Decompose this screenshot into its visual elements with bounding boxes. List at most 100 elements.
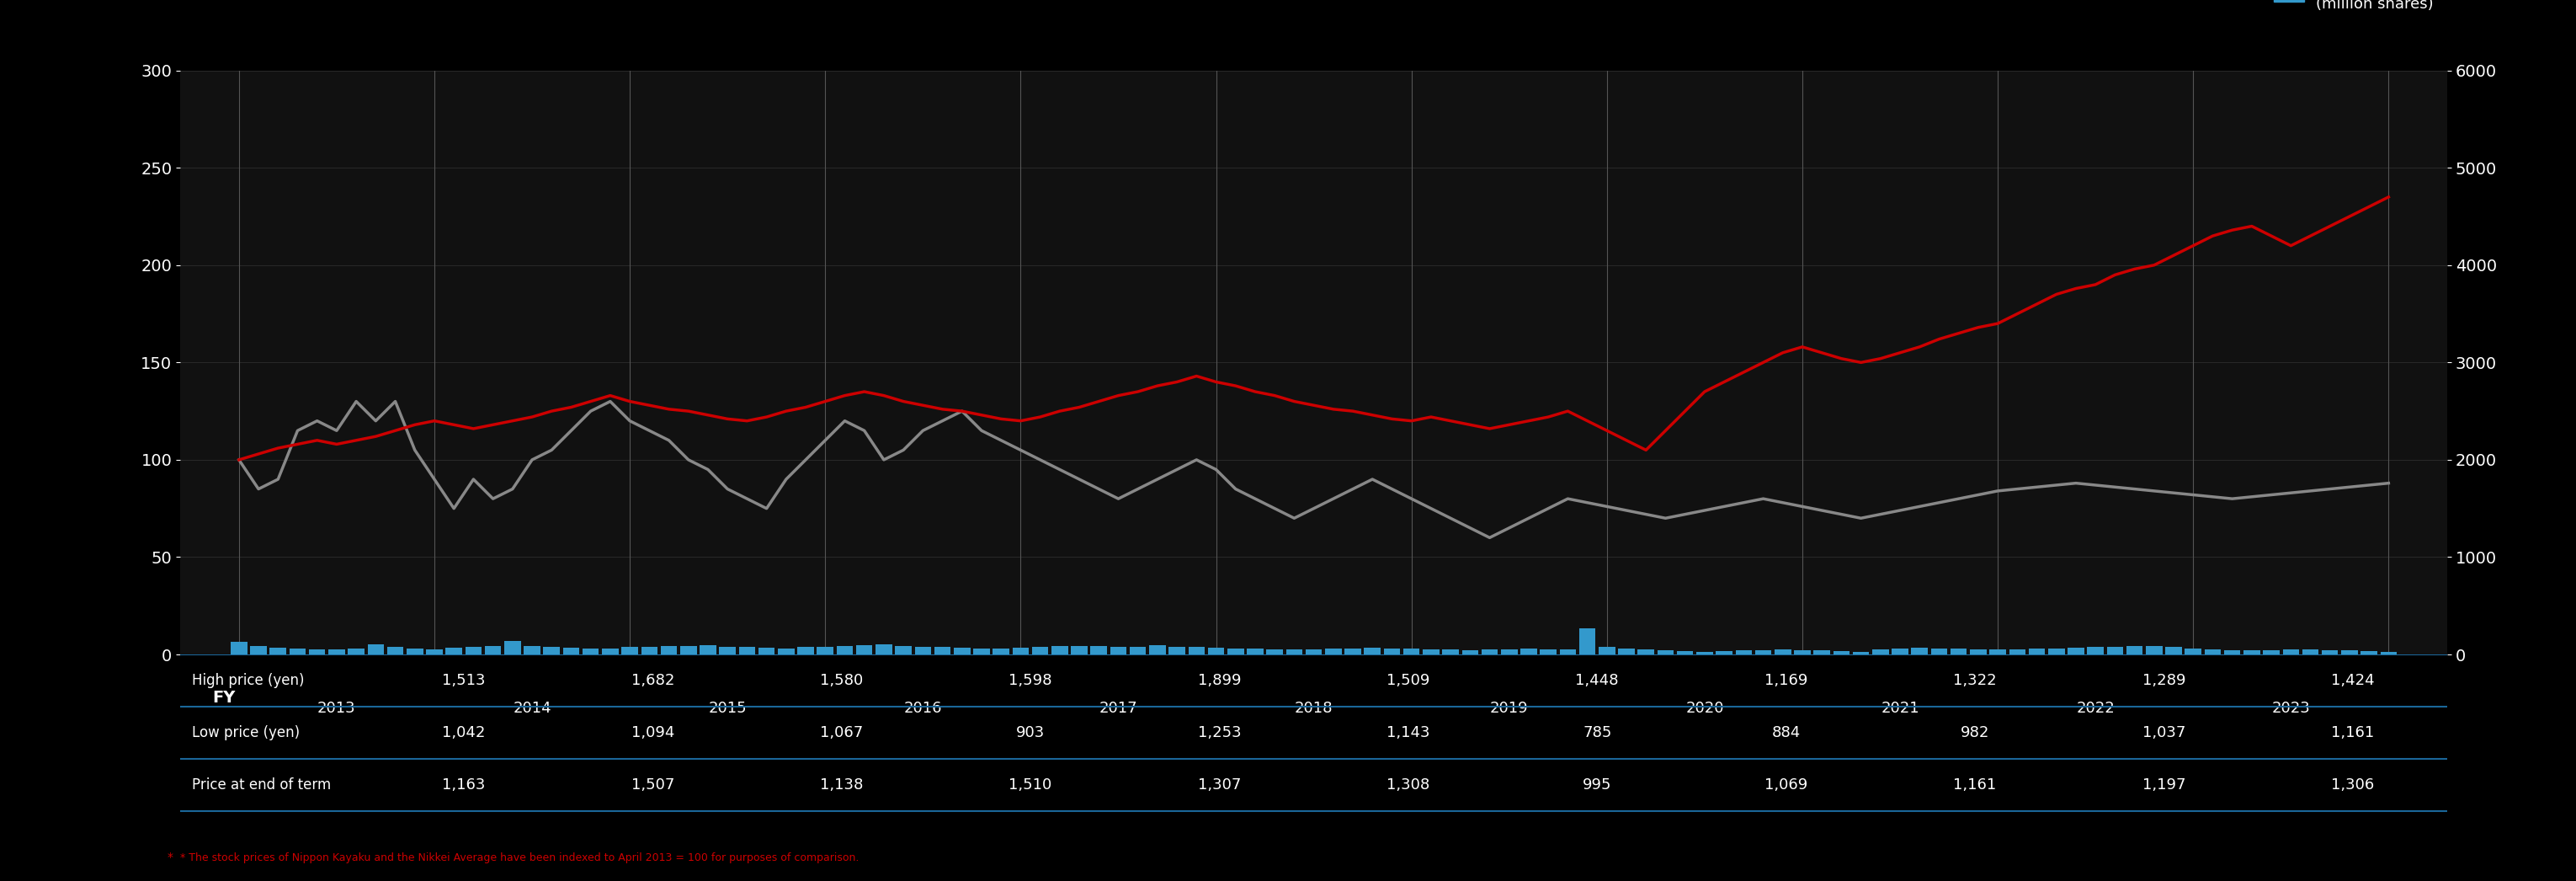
Text: 1,308: 1,308 (1386, 777, 1430, 792)
Bar (1891, 648, 1909, 655)
Text: 1,598: 1,598 (1010, 673, 1051, 688)
Bar (855, 645, 873, 655)
Text: 1,424: 1,424 (2331, 673, 2375, 688)
Text: 1,509: 1,509 (1386, 673, 1430, 688)
Bar (1012, 648, 1028, 655)
Bar (1793, 650, 1811, 655)
Bar (1461, 650, 1479, 655)
Bar (1852, 652, 1870, 655)
Bar (1834, 651, 1850, 655)
Text: 884: 884 (1772, 725, 1801, 740)
Bar (1365, 648, 1381, 655)
Text: 903: 903 (1015, 725, 1046, 740)
Bar (2264, 650, 2280, 655)
Text: Price at end of term: Price at end of term (191, 777, 330, 792)
Text: 1,037: 1,037 (2143, 725, 2184, 740)
Bar (719, 647, 737, 655)
Bar (621, 648, 639, 655)
Bar (2107, 647, 2123, 655)
Text: 1,448: 1,448 (1577, 673, 1618, 688)
Text: 1,161: 1,161 (1953, 777, 1996, 792)
Bar (992, 648, 1010, 655)
Bar (270, 648, 286, 655)
Bar (953, 648, 971, 655)
Bar (2166, 648, 2182, 655)
Text: 1,289: 1,289 (2143, 673, 2184, 688)
Text: 1,138: 1,138 (819, 777, 863, 792)
Bar (327, 649, 345, 655)
Text: 2022: 2022 (2076, 701, 2115, 716)
Bar (564, 648, 580, 655)
Text: 1,307: 1,307 (1198, 777, 1242, 792)
Text: High price (yen): High price (yen) (191, 673, 304, 688)
Bar (2342, 650, 2357, 655)
Bar (2223, 650, 2241, 655)
Bar (1989, 649, 2007, 655)
Bar (1422, 649, 1440, 655)
Bar (1932, 648, 1947, 655)
Bar (1754, 650, 1772, 655)
Bar (407, 648, 422, 655)
Bar (1404, 648, 1419, 655)
Bar (1540, 649, 1556, 655)
Text: 785: 785 (1582, 725, 1613, 740)
Bar (1033, 647, 1048, 655)
Bar (2303, 649, 2318, 655)
Bar (2125, 646, 2143, 655)
Text: 1,899: 1,899 (1198, 673, 1242, 688)
Bar (1558, 649, 1577, 655)
Bar (466, 647, 482, 655)
Bar (1324, 648, 1342, 655)
Bar (757, 648, 775, 655)
Bar (2205, 649, 2221, 655)
Text: 1,197: 1,197 (2143, 777, 2184, 792)
Text: 1,163: 1,163 (443, 777, 484, 792)
Bar (1873, 649, 1888, 655)
Bar (778, 648, 793, 655)
Bar (935, 648, 951, 655)
Bar (1656, 650, 1674, 655)
Bar (505, 640, 520, 655)
Bar (1306, 649, 1321, 655)
Bar (1072, 646, 1087, 655)
Bar (1911, 648, 1927, 655)
Text: 2020: 2020 (1685, 701, 1723, 716)
Bar (1443, 649, 1458, 655)
Text: 1,094: 1,094 (631, 725, 675, 740)
Bar (2069, 648, 2084, 655)
Bar (2380, 652, 2396, 655)
Bar (484, 646, 502, 655)
Bar (309, 649, 325, 655)
Bar (1677, 651, 1692, 655)
Bar (1188, 648, 1206, 655)
Bar (368, 645, 384, 655)
Bar (2146, 646, 2161, 655)
Bar (914, 647, 930, 655)
Text: * The stock prices of Nippon Kayaku and the Nikkei Average have been indexed to : * The stock prices of Nippon Kayaku and … (180, 853, 860, 863)
Bar (1775, 649, 1790, 655)
Bar (2282, 649, 2300, 655)
Bar (2184, 648, 2202, 655)
Bar (659, 646, 677, 655)
Text: 982: 982 (1960, 725, 1989, 740)
Text: 1,513: 1,513 (443, 673, 484, 688)
Bar (1267, 649, 1283, 655)
Text: 1,253: 1,253 (1198, 725, 1242, 740)
Bar (1579, 628, 1595, 655)
Text: *: * (167, 852, 173, 863)
Text: 1,510: 1,510 (1010, 777, 1051, 792)
Text: 2017: 2017 (1100, 701, 1139, 716)
Bar (1131, 648, 1146, 655)
Bar (1345, 648, 1360, 655)
Bar (1638, 649, 1654, 655)
Bar (2360, 651, 2378, 655)
Text: 2014: 2014 (513, 701, 551, 716)
Bar (876, 645, 891, 655)
Bar (1698, 652, 1713, 655)
Bar (894, 646, 912, 655)
Bar (1090, 646, 1108, 655)
Bar (1383, 648, 1401, 655)
Bar (1208, 648, 1224, 655)
Text: 1,067: 1,067 (819, 725, 863, 740)
Bar (446, 648, 461, 655)
